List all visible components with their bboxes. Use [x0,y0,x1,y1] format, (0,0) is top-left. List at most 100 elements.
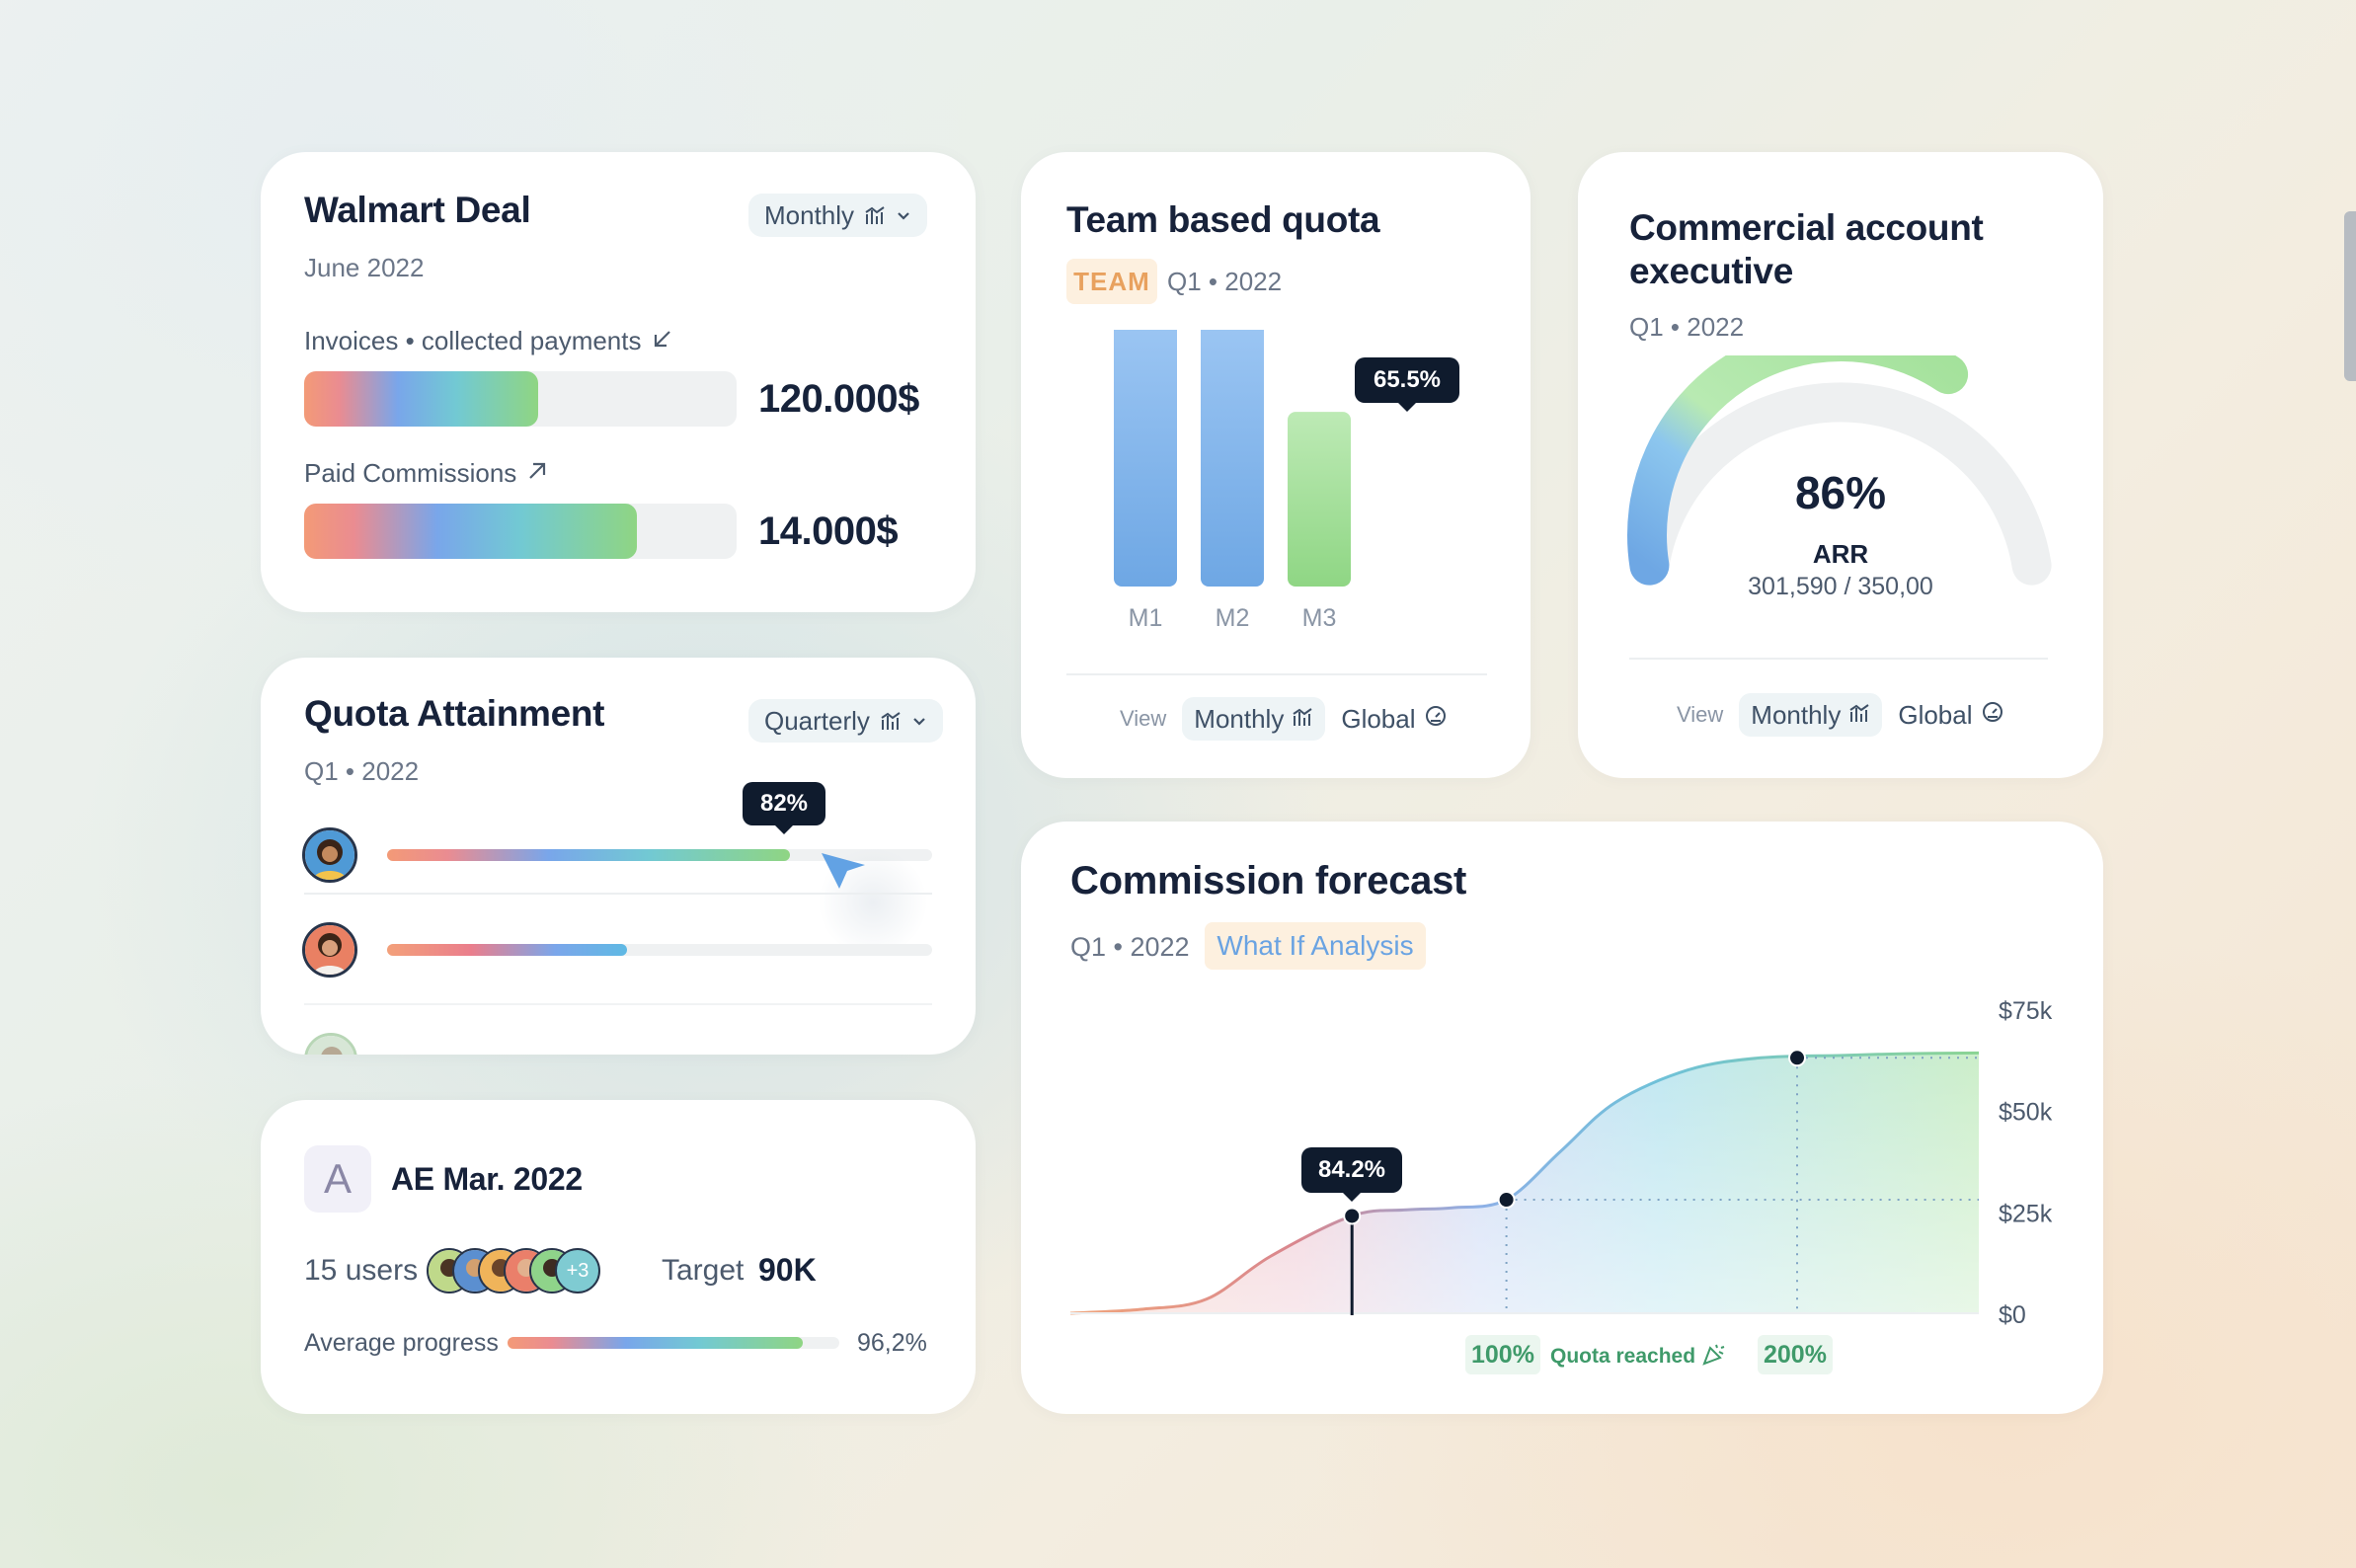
row-divider [304,1003,932,1005]
bar-chart-icon [880,710,902,732]
range-label: Quarterly [764,705,870,736]
ae-target-label: Target [662,1254,745,1287]
period-label: Monthly [764,199,855,230]
avatar [302,827,357,883]
team-quota-card: Team based quota TEAM Q1 • 2022 M1 M2 M3 6… [1021,152,1531,778]
party-popper-icon [1701,1341,1727,1372]
invoices-value: 120.000$ [758,377,919,421]
ae-avg-track [508,1337,839,1349]
avatar [302,922,357,978]
bar-m3[interactable] [1288,412,1351,587]
ae-avg-fill [508,1337,804,1349]
forecast-point-1[interactable] [1497,1191,1516,1210]
invoices-label: Invoices • collected payments [304,326,673,356]
ae-users-count: 15 users [304,1254,419,1287]
chevron-down-icon [896,207,911,223]
forecast-title: Commission forecast [1070,859,1467,902]
team-quota-bar-chart: M1 M2 M3 [1114,330,1351,632]
quota-reached-text: Quota reached [1550,1345,1696,1368]
ae-title: AE Mar. 2022 [391,1161,583,1197]
commissions-label-text: Paid Commissions [304,458,517,488]
page-scrollbar[interactable] [2344,211,2356,381]
bar-label: M2 [1216,604,1250,632]
avatar [304,1033,357,1055]
quota-range-dropdown[interactable]: Quarterly [748,699,943,743]
walmart-deal-card: Walmart Deal June 2022 Monthly Invoices … [261,152,976,612]
quota-100-marker: 100% [1465,1335,1540,1374]
global-label: Global [1898,699,1973,730]
quota-tooltip: 82% [743,782,825,834]
y-tick-label: $50k [1999,1099,2053,1127]
arrow-up-right-icon [526,458,548,489]
arr-gauge [1627,355,2052,586]
forecast-tooltip: 84.2% [1301,1147,1402,1202]
commercial-title-line1: Commercial account [1629,207,1984,248]
bar-chart-icon [864,204,886,226]
gauge-ratio: 301,590 / 350,00 [1748,573,1933,600]
quota-row-track [387,944,932,956]
view-label: View [1677,702,1724,727]
team-quota-tooltip: 65.5% [1355,357,1459,412]
bar-m2[interactable] [1201,330,1264,587]
quota-row-fill [387,849,791,861]
walmart-date: June 2022 [304,253,425,282]
bar-label: M3 [1302,604,1337,632]
gauge-fill [1627,355,1969,586]
invoices-label-text: Invoices • collected payments [304,326,642,355]
commissions-progress-fill [304,504,638,559]
commissions-label: Paid Commissions [304,458,548,489]
forecast-point-0[interactable] [1343,1207,1362,1225]
monthly-label: Monthly [1194,703,1285,734]
ae-avatar-stack: +3 [427,1248,604,1294]
team-quota-view-controls: View Monthly Global [1120,697,1448,741]
forecast-area-fade [1070,1053,1979,1313]
arrow-down-left-icon [652,326,673,356]
view-global-toggle[interactable]: Global [1898,700,2003,731]
quota-row-track [387,849,932,861]
ae-card: A AE Mar. 2022 15 users +3 Target 90K Av… [261,1100,976,1414]
commission-forecast-chart: $75k $50k $25k $0 [1069,997,2053,1329]
forecast-period: Q1 • 2022 [1070,932,1190,962]
commissions-progress-track [304,504,737,559]
invoices-progress-fill [304,371,538,427]
y-tick-label: $75k [1999,997,2053,1025]
bar-chart-icon [1848,700,1870,731]
team-quota-period: Q1 • 2022 [1167,267,1283,296]
gauge-track [1629,382,2052,586]
ae-letter-badge: A [304,1145,371,1213]
commercial-view-controls: View Monthly Global [1677,693,2004,737]
row-divider [304,893,932,895]
view-global-toggle[interactable]: Global [1341,704,1447,735]
quota-row-fill [387,944,627,956]
chevron-down-icon [911,713,927,729]
bar-chart-icon [1292,704,1313,735]
ae-target-value: 90K [758,1252,817,1288]
y-tick-label: $0 [1999,1301,2026,1329]
walmart-period-dropdown[interactable]: Monthly [748,194,928,237]
invoices-progress-track [304,371,737,427]
bar-label: M1 [1129,604,1163,632]
ae-avg-value: 96,2% [857,1329,927,1357]
commercial-title-line2: executive [1629,251,1793,291]
gauge-percent: 86% [1794,467,1887,518]
view-monthly-toggle[interactable]: Monthly [1739,693,1883,737]
quota-reached-label: Quota reached [1550,1341,1727,1372]
ae-avg-label: Average progress [304,1329,499,1357]
bar-m1[interactable] [1114,330,1177,587]
commercial-divider [1629,658,2048,660]
monthly-label: Monthly [1751,699,1842,730]
forecast-point-2[interactable] [1788,1049,1806,1067]
gauge-icon [1981,700,2004,731]
cursor-icon [814,843,932,962]
team-chart-divider [1066,673,1487,675]
more-users-badge[interactable]: +3 [555,1248,600,1294]
gauge-icon [1424,704,1448,735]
quota-period: Q1 • 2022 [304,756,420,786]
view-monthly-toggle[interactable]: Monthly [1182,697,1326,741]
what-if-analysis-tag[interactable]: What If Analysis [1205,922,1426,970]
commercial-account-card: Commercial account executive Q1 • 2022 8… [1578,152,2103,778]
y-tick-label: $25k [1999,1200,2053,1227]
team-tag: TEAM [1066,259,1157,304]
quota-200-marker: 200% [1758,1335,1833,1374]
quota-title: Quota Attainment [304,693,605,734]
